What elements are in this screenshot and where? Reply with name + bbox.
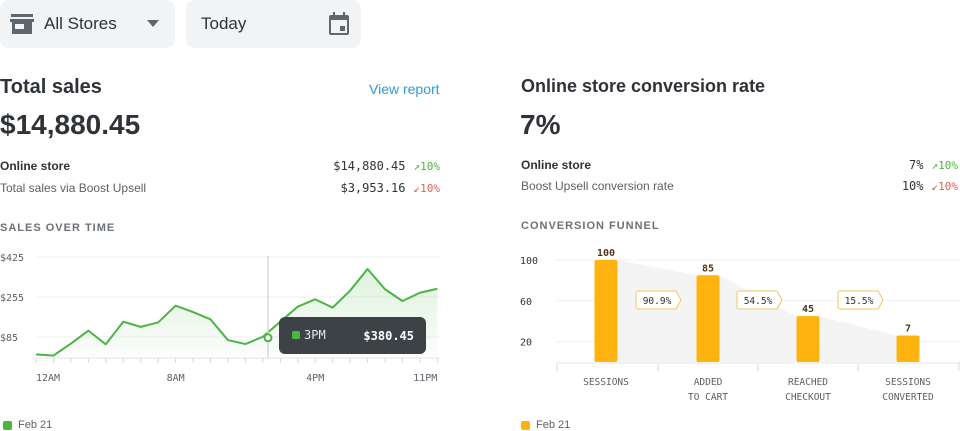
row-label: Online store xyxy=(521,158,592,172)
bar-value-label: 100 xyxy=(597,248,615,259)
category-label: CONVERTED xyxy=(882,392,934,403)
chevron-down-icon xyxy=(147,20,159,27)
view-report-link[interactable]: View report xyxy=(369,81,440,97)
calendar-icon xyxy=(329,12,349,35)
store-value: All Stores xyxy=(44,14,117,33)
x-tick-label: 12AM xyxy=(36,373,60,384)
step-rate-badge xyxy=(736,290,783,310)
x-tick-label: 11PM xyxy=(413,373,437,384)
trend-down-icon: ↙ xyxy=(413,181,421,195)
y-tick-label: $255 xyxy=(0,293,24,304)
date-selector[interactable]: Today xyxy=(186,0,361,48)
category-label: SESSIONS xyxy=(583,377,629,388)
conversion-row-online: Online store 7% ↗ 10% xyxy=(521,158,958,172)
category-label: REACHED xyxy=(788,377,828,388)
row-value: 7% xyxy=(909,158,924,172)
conversion-total: 7% xyxy=(520,109,561,140)
tooltip-swatch xyxy=(292,331,300,339)
trend-down-icon: ↙ xyxy=(931,179,939,193)
step-rate-label: 90.9% xyxy=(643,296,672,307)
row-value: $3,953.16 xyxy=(340,181,406,195)
conversion-row-upsell: Boost Upsell conversion rate 10% ↙ 10% xyxy=(521,179,958,193)
sales-row-online: Online store $14,880.45 ↗ 10% xyxy=(0,159,440,173)
bar-value-label: 45 xyxy=(802,304,814,315)
row-value: $14,880.45 xyxy=(333,159,406,173)
legend-label: Feb 21 xyxy=(536,419,571,431)
row-change: 10% xyxy=(938,158,958,172)
conversion-funnel-chart: 20 60 100 100 SESSIONS 85 ADDED TO CART 45 REACHE… xyxy=(520,248,960,403)
y-tick-label: 100 xyxy=(520,256,538,267)
tooltip-value: $380.45 xyxy=(363,329,414,343)
step-rate-label: 54.5% xyxy=(744,296,773,307)
y-tick-label: 20 xyxy=(520,338,532,349)
category-label: CHECKOUT xyxy=(785,392,831,403)
row-change: 10% xyxy=(938,179,958,193)
legend-swatch xyxy=(521,420,530,430)
store-icon xyxy=(10,14,34,34)
conversion-title: Online store conversion rate xyxy=(521,76,766,96)
store-selector[interactable]: All Stores xyxy=(0,0,175,48)
funnel-bar xyxy=(796,316,820,362)
bar-value-label: 7 xyxy=(905,323,911,334)
bar-value-label: 85 xyxy=(702,263,714,274)
trend-up-icon: ↗ xyxy=(931,158,939,172)
funnel-bar xyxy=(896,335,920,362)
funnel-legend: Feb 21 xyxy=(521,419,570,431)
row-label: Total sales via Boost Upsell xyxy=(0,181,147,195)
category-label: TO CART xyxy=(688,392,728,403)
funnel-bar xyxy=(696,275,720,362)
row-value: 10% xyxy=(901,179,924,193)
y-tick-label: $425 xyxy=(0,253,24,264)
series-line xyxy=(35,268,438,357)
sales-total: $14,880.45 xyxy=(0,109,141,140)
sales-row-upsell: Total sales via Boost Upsell $3,953.16 ↙… xyxy=(0,181,440,195)
legend-swatch xyxy=(3,420,12,430)
y-tick-label: $85 xyxy=(0,333,18,344)
funnel-bar xyxy=(594,260,618,362)
x-tick-label: 4PM xyxy=(306,373,324,384)
sales-title: Total sales xyxy=(0,76,102,98)
row-label: Online store xyxy=(0,159,71,173)
row-label: Boost Upsell conversion rate xyxy=(521,179,674,193)
date-value: Today xyxy=(201,14,247,33)
tooltip xyxy=(279,317,426,354)
step-rate-label: 15.5% xyxy=(845,296,874,307)
row-change: 10% xyxy=(420,159,440,173)
trend-up-icon: ↗ xyxy=(413,159,421,173)
x-tick-label: 8AM xyxy=(167,373,185,384)
category-label: SESSIONS xyxy=(885,377,931,388)
tooltip-label: 3PM xyxy=(304,328,326,342)
sales-over-time-heading: SALES OVER TIME xyxy=(0,222,116,234)
hover-point xyxy=(263,333,273,343)
funnel-shade xyxy=(617,260,920,362)
category-label: ADDED xyxy=(694,377,723,388)
sales-over-time-chart: $85 $255 $425 12AM 8AM 4PM 11PM 3PM $380.45 xyxy=(0,253,440,384)
step-rate-badge xyxy=(837,290,884,310)
conversion-funnel-heading: CONVERSION FUNNEL xyxy=(521,220,660,232)
step-rate-badge xyxy=(635,290,682,310)
y-tick-label: 60 xyxy=(520,297,532,308)
row-change: 10% xyxy=(420,181,440,195)
legend-label: Feb 21 xyxy=(18,419,53,431)
line-legend: Feb 21 xyxy=(3,419,52,431)
